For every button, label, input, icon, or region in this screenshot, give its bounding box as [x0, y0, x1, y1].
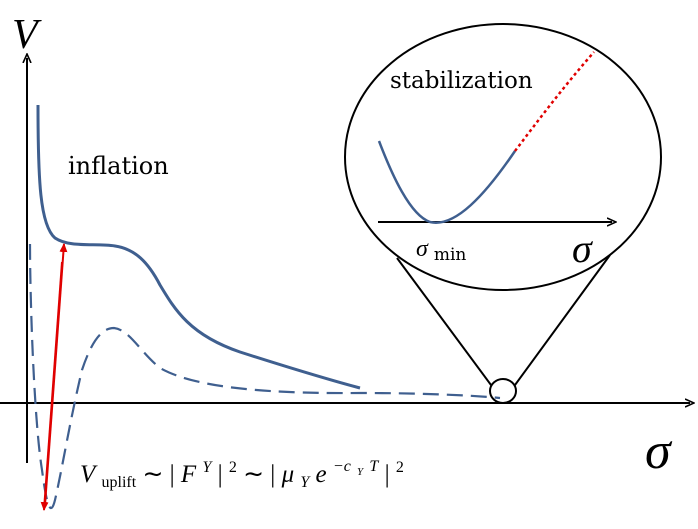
sigma-min-label: σ min: [416, 236, 466, 265]
zoom-line-left: [396, 257, 492, 386]
sigma-min-subscript: min: [434, 245, 467, 265]
stabilization-label: stabilization: [390, 68, 533, 94]
ads-potential-dashed-curve: [28, 243, 501, 509]
zoom-origin-circle: [489, 378, 517, 404]
inflation-potential-curve: [36, 104, 361, 390]
inflation-label: inflation: [68, 152, 169, 180]
sigma-axis-label: σ: [645, 423, 673, 480]
uplift-arrow-tail: [40, 261, 63, 511]
sigma-min-symbol: σ: [416, 236, 429, 262]
v-axis-label: V: [12, 12, 42, 58]
inset-dotted-extension: [514, 51, 595, 152]
uplift-formula: V uplift ∼ | F Y | 2 ∼ | μ Y e −c Y T | …: [80, 450, 404, 493]
inset-stabilization-curve: [377, 140, 517, 224]
inset-sigma-label: σ: [572, 226, 593, 271]
inset-zoom-circle: [344, 23, 662, 291]
zoom-line-right: [514, 254, 611, 386]
